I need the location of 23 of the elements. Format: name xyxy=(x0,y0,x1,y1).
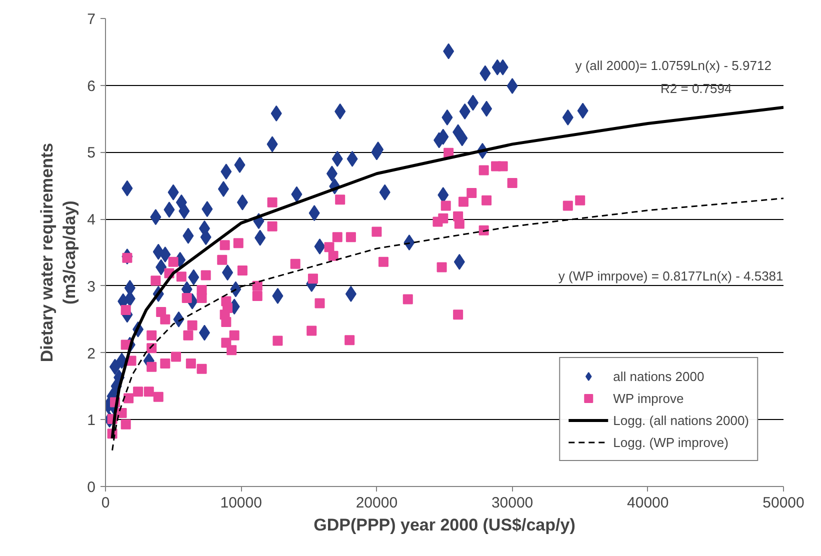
x-tick-label: 0 xyxy=(101,494,110,512)
legend-label: all nations 2000 xyxy=(613,368,704,384)
y-tick-label: 3 xyxy=(87,278,96,296)
legend-label: Logg. (WP improve) xyxy=(613,434,728,450)
x-tick-label: 30000 xyxy=(491,494,534,512)
y-axis-title: Dietary water requirements (m3/cap/day) xyxy=(37,142,80,362)
annotation: R2 = 0.7594 xyxy=(660,81,732,96)
x-axis-title: GDP(PPP) year 2000 (US$/cap/y) xyxy=(314,516,576,534)
x-tick-label: 20000 xyxy=(356,494,398,512)
y-tick-label: 6 xyxy=(87,78,96,95)
x-tick-label: 10000 xyxy=(220,494,262,512)
y-tick-label: 5 xyxy=(87,144,96,162)
y-tick-label: 0 xyxy=(87,479,96,496)
y-tick-label: 7 xyxy=(87,11,96,28)
y-tick-label: 4 xyxy=(87,212,96,229)
x-tick-label: 50000 xyxy=(762,494,804,512)
annotation: y (all 2000)= 1.0759Ln(x) - 5.9712 xyxy=(575,58,772,73)
legend-label: Logg. (all nations 2000) xyxy=(613,412,749,428)
y-tick-label: 1 xyxy=(87,412,96,430)
y-tick-label: 2 xyxy=(87,345,96,362)
legend-label: WP improve xyxy=(613,390,684,406)
annotation: y (WP imrpove) = 0.8177Ln(x) - 4.5381 xyxy=(558,268,784,284)
x-tick-label: 40000 xyxy=(627,494,669,512)
